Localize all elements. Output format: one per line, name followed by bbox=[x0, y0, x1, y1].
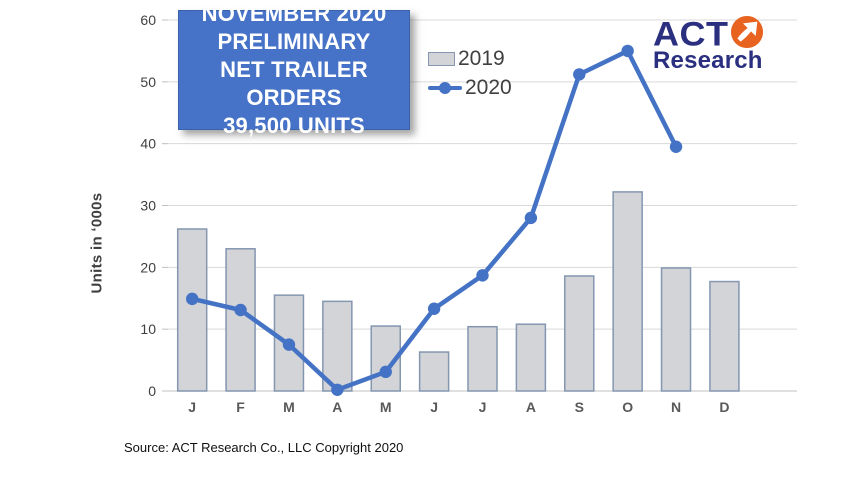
point-2020-J bbox=[185, 292, 199, 306]
bar-2019-A bbox=[515, 323, 547, 392]
line-marker-swatch-icon bbox=[428, 81, 462, 94]
bar-2019-J bbox=[176, 228, 208, 392]
act-research-logo: ACT Research bbox=[653, 14, 764, 74]
bar-2019-J bbox=[418, 351, 450, 392]
point-2020-S bbox=[573, 68, 586, 81]
x-label-4: M bbox=[380, 399, 392, 415]
y-tick-label-0: 0 bbox=[148, 383, 156, 399]
x-label-2: M bbox=[283, 399, 295, 415]
legend-label-2020: 2020 bbox=[465, 75, 512, 99]
x-label-8: S bbox=[575, 399, 584, 415]
bar-2019-F bbox=[225, 248, 256, 392]
marker-dot-icon bbox=[439, 81, 451, 94]
y-tick-label-20: 20 bbox=[140, 259, 156, 275]
chart-title-box: NOVEMBER 2020 PRELIMINARY NET TRAILER OR… bbox=[178, 1, 410, 138]
x-label-7: A bbox=[526, 399, 536, 415]
bar-2019-N bbox=[660, 267, 692, 392]
point-2020-A bbox=[524, 211, 538, 225]
logo-act-text: ACT bbox=[653, 14, 729, 53]
logo-research-text: Research bbox=[653, 47, 763, 74]
point-2020-F bbox=[234, 303, 247, 317]
point-2020-M bbox=[379, 365, 392, 379]
bar-2019-M bbox=[370, 325, 401, 392]
title-line-2: PRELIMINARY bbox=[217, 29, 371, 54]
x-label-9: O bbox=[622, 399, 633, 415]
x-label-1: F bbox=[236, 399, 245, 415]
x-label-10: N bbox=[671, 399, 681, 415]
y-tick-label-40: 40 bbox=[140, 136, 156, 152]
legend: 2019 2020 bbox=[428, 44, 512, 102]
title-line-3: NET TRAILER ORDERS bbox=[220, 57, 368, 110]
point-2020-A bbox=[331, 383, 344, 396]
bar-2019-D bbox=[709, 280, 740, 392]
y-tick-label-50: 50 bbox=[140, 74, 156, 90]
y-tick-label-10: 10 bbox=[140, 321, 156, 337]
y-tick-label-30: 30 bbox=[140, 198, 156, 214]
legend-item-2020: 2020 bbox=[428, 73, 512, 102]
y-tick-label-60: 60 bbox=[140, 12, 156, 28]
point-2020-O bbox=[621, 44, 634, 58]
point-2020-M bbox=[282, 338, 296, 351]
x-label-6: J bbox=[479, 399, 487, 415]
x-label-11: D bbox=[719, 399, 729, 415]
y-axis-title: Units in ‘000s bbox=[88, 192, 106, 294]
bar-swatch-icon bbox=[428, 51, 455, 66]
source-note: Source: ACT Research Co., LLC Copyright … bbox=[124, 440, 404, 455]
logo-top-row: ACT bbox=[653, 14, 764, 53]
legend-item-2019: 2019 bbox=[428, 44, 512, 73]
point-2020-J bbox=[476, 269, 489, 282]
arrow-up-right-in-circle-icon bbox=[730, 15, 763, 49]
x-label-3: A bbox=[332, 399, 342, 415]
bar-2019-S bbox=[564, 275, 595, 392]
point-2020-N bbox=[669, 140, 683, 153]
bar-2019-O bbox=[612, 191, 643, 392]
point-2020-J bbox=[427, 302, 441, 315]
title-line-1: NOVEMBER 2020 bbox=[201, 1, 387, 26]
legend-label-2019: 2019 bbox=[458, 46, 505, 70]
bar-2019-J bbox=[467, 325, 498, 392]
title-line-4: 39,500 UNITS bbox=[223, 113, 365, 138]
bar-2019-A bbox=[322, 300, 353, 392]
x-label-5: J bbox=[430, 399, 438, 415]
x-label-0: J bbox=[188, 399, 196, 415]
